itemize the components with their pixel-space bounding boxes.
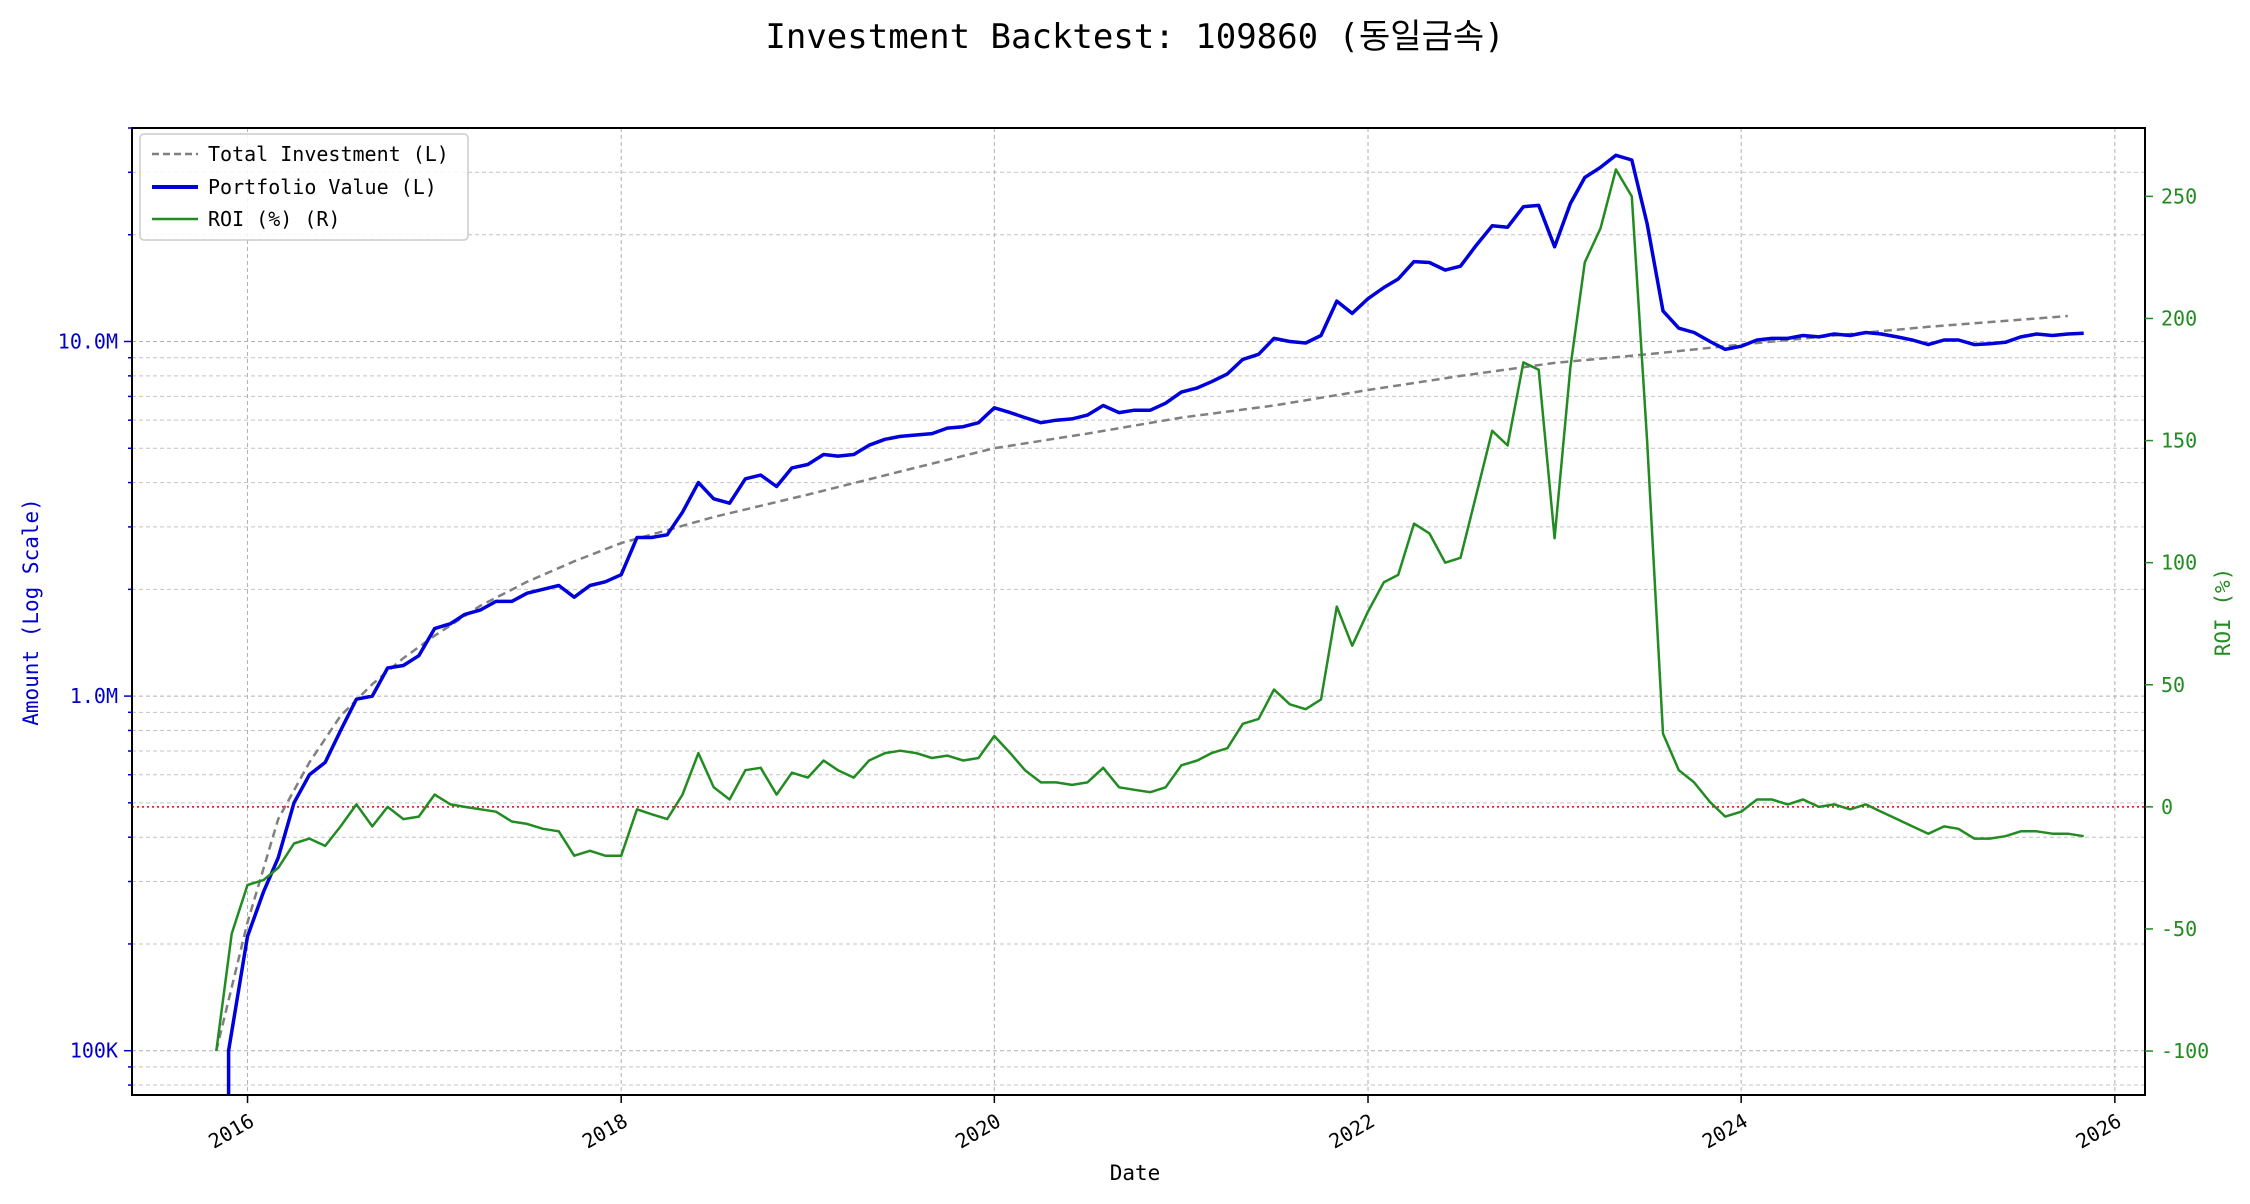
right-tick-label: -100 — [2161, 1039, 2209, 1063]
left-tick-label: 1.0M — [70, 684, 118, 708]
left-axis-title: Amount (Log Scale) — [19, 498, 43, 726]
total-investment-line — [215, 314, 2068, 1051]
legend-label-total-investment: Total Investment (L) — [208, 142, 449, 166]
plot-frame — [131, 127, 2146, 1096]
right-tick-label: 100 — [2161, 551, 2197, 575]
right-tick-label: -50 — [2161, 917, 2197, 941]
x-axis-title: Date — [1110, 1161, 1161, 1185]
right-axis-title: ROI (%) — [2211, 568, 2235, 657]
left-tick-label: 10.0M — [58, 329, 118, 353]
legend-box — [139, 133, 469, 241]
chart-title: Investment Backtest: 109860 (동일금속) — [765, 17, 1504, 57]
legend-label-roi: ROI (%) (R) — [208, 207, 340, 231]
series-lines — [215, 153, 2084, 1095]
legend-label-portfolio-value: Portfolio Value (L) — [208, 175, 437, 199]
left-tick-label: 100K — [70, 1039, 118, 1063]
right-tick-label: 200 — [2161, 306, 2197, 330]
portfolio-value-line — [226, 153, 2084, 1095]
right-tick-label: 250 — [2161, 184, 2197, 208]
right-tick-label: 0 — [2161, 795, 2173, 819]
roi-line — [215, 168, 2084, 1052]
right-tick-label: 50 — [2161, 673, 2185, 697]
legend: Total Investment (L) Portfolio Value (L)… — [139, 133, 469, 241]
right-tick-label: 150 — [2161, 429, 2197, 453]
